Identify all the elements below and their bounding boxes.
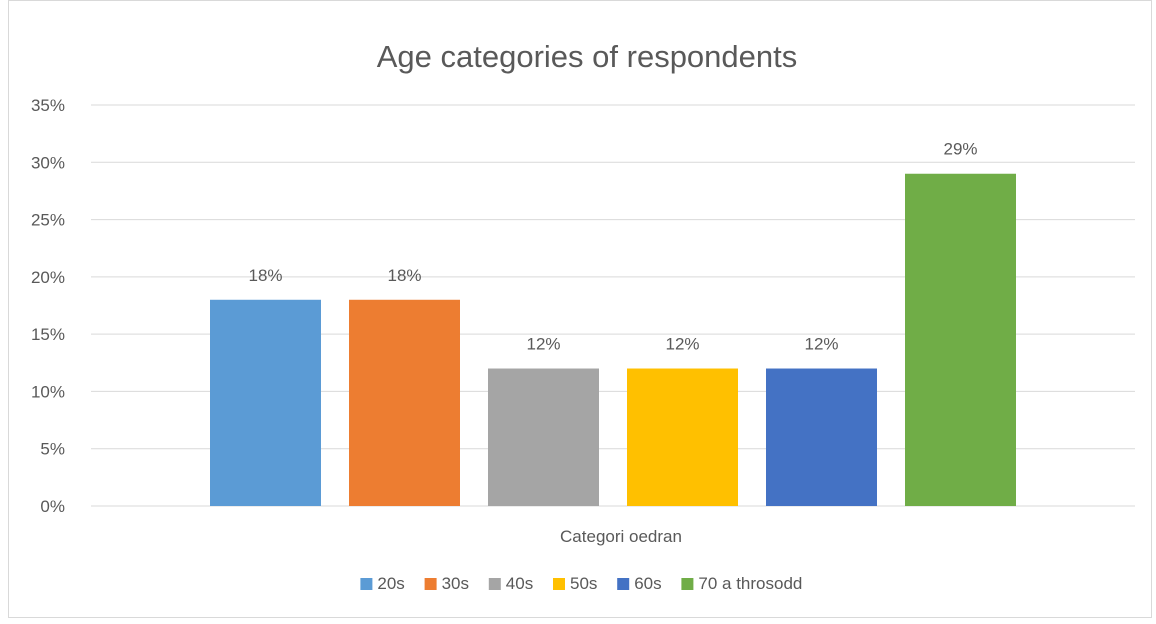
data-labels: 18% 18% 12% 12% 12% 29% <box>248 140 977 354</box>
y-tick-label: 15% <box>31 325 65 344</box>
y-tick-label: 20% <box>31 268 65 287</box>
chart-frame: Age categories of respondents 0% 5% 10% 15%… <box>8 0 1152 618</box>
legend-swatch <box>553 578 565 590</box>
x-axis-category-label: Categori oedran <box>560 527 682 546</box>
data-label: 12% <box>665 335 699 354</box>
legend-item: 60s <box>617 574 662 593</box>
data-label: 18% <box>387 266 421 285</box>
y-tick-label: 30% <box>31 153 65 172</box>
data-label: 29% <box>943 140 977 159</box>
y-tick-label: 5% <box>40 440 65 459</box>
legend-item: 70 a throsodd <box>681 574 802 593</box>
legend-item: 30s <box>424 574 469 593</box>
bar-40s <box>488 368 599 506</box>
chart-title: Age categories of respondents <box>377 39 798 74</box>
bars <box>210 173 1016 506</box>
legend-swatch <box>681 578 694 590</box>
legend-swatch <box>424 578 437 590</box>
y-tick-label: 0% <box>40 497 65 516</box>
bar-chart: Age categories of respondents 0% 5% 10% 15%… <box>31 39 1135 593</box>
bar-50s <box>627 368 738 506</box>
legend-item: 20s <box>360 574 405 593</box>
bar-30s <box>349 299 460 506</box>
legend-label: 50s <box>570 574 597 593</box>
legend-swatch <box>360 578 373 590</box>
legend-label: 40s <box>506 574 533 593</box>
legend-label: 60s <box>634 574 661 593</box>
y-tick-label: 35% <box>31 96 65 115</box>
legend-label: 20s <box>377 574 404 593</box>
data-label: 18% <box>248 266 282 285</box>
legend-swatch <box>617 578 630 590</box>
legend-label: 70 a throsodd <box>698 574 802 593</box>
legend-item: 40s <box>488 574 533 593</box>
data-label: 12% <box>804 335 838 354</box>
bar-60s <box>766 368 877 506</box>
legend: 20s 30s 40s 50s 60s 70 a throsodd <box>360 574 802 593</box>
data-label: 12% <box>526 335 560 354</box>
legend-label: 30s <box>442 574 469 593</box>
y-tick-label: 10% <box>31 382 65 401</box>
legend-swatch <box>488 578 501 590</box>
y-axis-tick-labels: 0% 5% 10% 15% 20% 25% 30% 35% <box>31 96 65 516</box>
legend-item: 50s <box>553 574 597 593</box>
bar-70-a-throsodd <box>905 173 1016 506</box>
bar-20s <box>210 299 321 506</box>
y-tick-label: 25% <box>31 211 65 230</box>
